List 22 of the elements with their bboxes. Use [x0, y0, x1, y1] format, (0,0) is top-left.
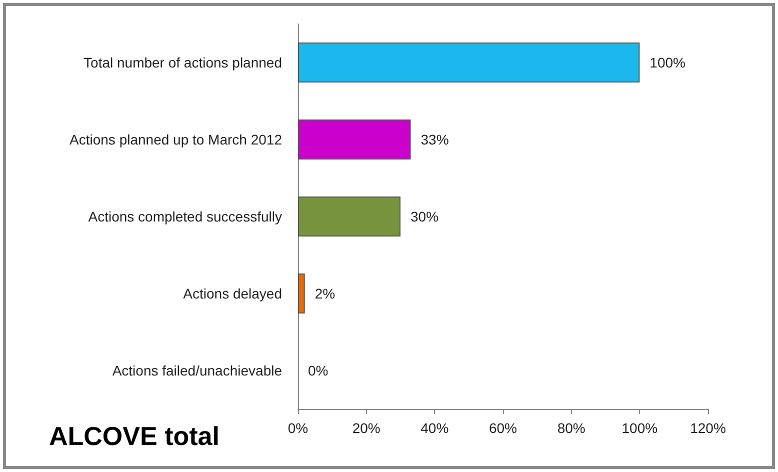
data-label: 30% [410, 208, 439, 224]
bar [298, 196, 400, 237]
x-tick-label: 40% [420, 420, 449, 436]
x-tick-label: 20% [352, 420, 380, 436]
x-tick-label: 80% [557, 420, 586, 436]
y-tick-label: Actions delayed [183, 286, 282, 302]
y-tick-label: Actions completed successfully [88, 208, 282, 224]
bar [298, 42, 640, 83]
x-tick-label: 120% [690, 420, 726, 436]
data-label: 33% [420, 132, 449, 148]
text: ALCOVE total [49, 421, 220, 451]
y-tick-label: Actions failed/unachievable [112, 362, 282, 378]
data-label: 100% [650, 54, 686, 70]
x-tick-label: 0% [288, 420, 308, 436]
bar [298, 273, 305, 314]
data-label: 2% [314, 286, 336, 302]
x-tick-label: 100% [622, 420, 658, 436]
bar [298, 119, 411, 160]
y-tick-label: Total number of actions planned [84, 54, 282, 70]
y-tick-label: Actions planned up to March 2012 [70, 132, 282, 148]
data-label: 0% [308, 362, 328, 378]
x-tick-label: 60% [488, 420, 518, 436]
